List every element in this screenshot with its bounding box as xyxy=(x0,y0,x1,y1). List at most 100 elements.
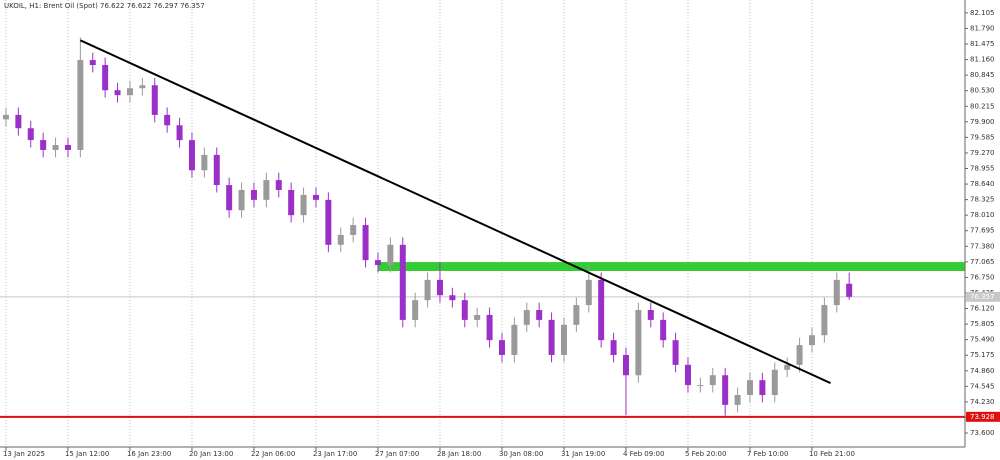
candle-body xyxy=(585,279,592,306)
x-tick-label: 28 Jan 18:00 xyxy=(437,450,481,458)
candle-body xyxy=(511,324,518,355)
candle-body xyxy=(312,194,319,200)
candle-body xyxy=(610,340,617,355)
candle-body xyxy=(126,88,133,96)
candle-body xyxy=(833,279,840,306)
y-tick-label: 78.010 xyxy=(970,211,995,219)
candle-body xyxy=(560,324,567,355)
candle-body xyxy=(15,114,22,129)
candle-body xyxy=(114,90,121,96)
candle-body xyxy=(796,345,803,365)
x-tick-label: 4 Feb 09:00 xyxy=(623,450,664,458)
candle-body xyxy=(374,260,381,266)
candle-body xyxy=(387,244,394,266)
candle-body xyxy=(684,364,691,386)
y-tick-label: 80.215 xyxy=(970,102,995,110)
candle-body xyxy=(660,319,667,341)
x-tick-label: 30 Jan 08:00 xyxy=(499,450,543,458)
candle-body xyxy=(424,279,431,301)
candle-body xyxy=(474,314,481,320)
y-tick-label: 79.900 xyxy=(970,118,995,126)
candle-body xyxy=(759,380,766,395)
y-tick-label: 79.585 xyxy=(970,133,995,141)
price-tag-label: 76.357 xyxy=(970,293,995,301)
y-tick-label: 79.270 xyxy=(970,149,995,157)
candle-body xyxy=(536,310,543,320)
chart-title: UKOIL, H1: Brent Oil (Spot) 76.622 76.62… xyxy=(4,2,205,10)
candle-body xyxy=(399,244,406,320)
candle-body xyxy=(622,354,629,376)
candle-body xyxy=(635,310,642,376)
y-tick-label: 78.325 xyxy=(970,196,995,204)
candle-body xyxy=(27,128,34,141)
x-tick-label: 13 Jan 2025 xyxy=(3,450,45,458)
x-tick-label: 10 Feb 21:00 xyxy=(809,450,855,458)
candle-body xyxy=(300,194,307,216)
y-tick-label: 76.120 xyxy=(970,305,995,313)
candle-body xyxy=(226,185,233,211)
y-tick-label: 75.805 xyxy=(970,320,995,328)
candle-body xyxy=(523,310,530,325)
candle-body xyxy=(573,305,580,325)
y-tick-label: 78.640 xyxy=(970,180,995,188)
candle-body xyxy=(598,279,605,341)
candle-body xyxy=(213,154,220,186)
y-tick-label: 80.530 xyxy=(970,87,995,95)
candle-body xyxy=(362,225,369,261)
candle-body xyxy=(102,65,109,91)
y-tick-label: 73.600 xyxy=(970,429,995,437)
x-tick-label: 15 Jan 12:00 xyxy=(65,450,109,458)
y-tick-label: 80.845 xyxy=(970,71,995,79)
candle-body xyxy=(846,283,853,297)
y-tick-label: 74.230 xyxy=(970,398,995,406)
candle-body xyxy=(498,340,505,355)
axis-labels: 73.60073.91574.23074.54574.86075.17575.4… xyxy=(3,9,1000,458)
price-tag xyxy=(966,411,1000,422)
y-tick-label: 74.545 xyxy=(970,382,995,390)
candle-body xyxy=(164,114,171,126)
candle-body xyxy=(697,385,704,387)
candle-body xyxy=(436,279,443,296)
candle-body xyxy=(771,369,778,395)
candle-body xyxy=(449,295,456,301)
y-tick-label: 81.475 xyxy=(970,40,995,48)
x-tick-label: 20 Jan 13:00 xyxy=(189,450,233,458)
candle-body xyxy=(337,234,344,245)
y-tick-label: 74.860 xyxy=(970,367,995,375)
candle-body xyxy=(288,189,295,216)
x-tick-label: 31 Jan 19:00 xyxy=(561,450,605,458)
x-tick-label: 22 Jan 06:00 xyxy=(251,450,295,458)
candle-body xyxy=(77,60,84,150)
y-tick-label: 81.790 xyxy=(970,24,995,32)
y-tick-label: 76.750 xyxy=(970,273,995,281)
y-tick-label: 82.105 xyxy=(970,9,995,17)
y-tick-label: 75.175 xyxy=(970,351,995,359)
candle-body xyxy=(151,85,158,115)
candle-body xyxy=(350,225,357,235)
candle-body xyxy=(709,375,716,386)
candle-body xyxy=(746,380,753,395)
trendline xyxy=(79,39,831,385)
candle-body xyxy=(821,305,828,336)
candle-body xyxy=(139,85,146,89)
candle-body xyxy=(325,199,332,245)
x-tick-label: 16 Jan 23:00 xyxy=(127,450,171,458)
y-tick-label: 78.955 xyxy=(970,164,995,172)
candle-body xyxy=(263,180,270,200)
candle-body xyxy=(89,60,96,66)
candle-body xyxy=(40,140,47,150)
y-tick-label: 77.380 xyxy=(970,242,995,250)
x-tick-label: 23 Jan 17:00 xyxy=(313,450,357,458)
candle-body xyxy=(548,319,555,355)
candle-body xyxy=(238,189,245,211)
candle-body xyxy=(188,140,195,171)
candle-body xyxy=(461,300,468,320)
y-tick-label: 75.490 xyxy=(970,336,995,344)
candle-body xyxy=(672,340,679,365)
y-tick-label: 81.160 xyxy=(970,56,995,64)
y-tick-label: 77.695 xyxy=(970,227,995,235)
x-tick-label: 5 Feb 20:00 xyxy=(685,450,726,458)
candle-body xyxy=(808,335,815,346)
candle-body xyxy=(275,180,282,190)
